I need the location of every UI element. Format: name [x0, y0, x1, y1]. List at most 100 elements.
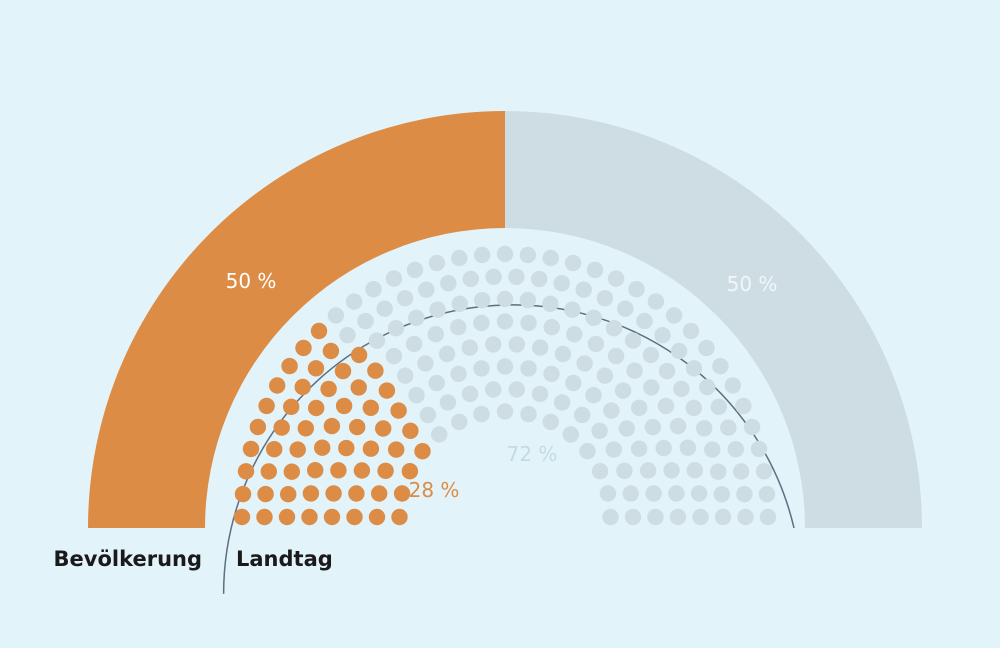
- landtag-seat-rest: [591, 422, 608, 439]
- landtag-seat-rest: [614, 382, 632, 399]
- landtag-seat-rest: [396, 290, 414, 307]
- landtag-seat-highlight: [378, 382, 396, 399]
- landtag-seat-rest: [385, 270, 403, 287]
- landtag-seat-highlight: [266, 441, 283, 458]
- landtag-seat-rest: [710, 463, 727, 480]
- landtag-seat-highlight: [349, 418, 366, 436]
- landtag-seat-rest: [485, 268, 502, 285]
- landtag-seat-rest: [602, 508, 619, 526]
- landtag-seat-highlight: [375, 420, 392, 437]
- landtag-seat-rest: [451, 295, 468, 312]
- landtag-seat-rest: [698, 339, 715, 357]
- landtag-seat-rest: [387, 320, 405, 337]
- landtag-seat-rest: [543, 319, 560, 336]
- landtag-seat-highlight: [350, 379, 367, 396]
- landtag-seat-highlight: [334, 362, 352, 380]
- landtag-seat-rest: [376, 300, 393, 317]
- landtag-seat-highlight: [348, 485, 365, 502]
- landtag-seat-rest: [419, 406, 437, 424]
- landtag-seat-rest: [565, 374, 582, 392]
- landtag-seat-rest: [496, 403, 514, 420]
- landtag-seat-rest: [605, 320, 623, 337]
- landtag-seat-highlight: [294, 378, 311, 396]
- landtag-seat-rest: [508, 381, 525, 398]
- landtag-seat-rest: [603, 402, 620, 419]
- landtag-seat-rest: [658, 362, 676, 380]
- landtag-seat-rest: [520, 360, 537, 377]
- landtag-seat-rest: [451, 249, 468, 267]
- landtag-seat-rest: [564, 254, 582, 272]
- landtag-seat-highlight: [289, 441, 306, 458]
- landtag-seat-rest: [758, 485, 776, 503]
- landtag-seat-highlight: [353, 462, 371, 479]
- landtag-seat-rest: [704, 441, 721, 458]
- landtag-seat-rest: [519, 292, 536, 309]
- landtag-seat-rest: [639, 462, 657, 479]
- landtag-seat-highlight: [362, 399, 379, 416]
- landtag-seat-rest: [669, 508, 687, 526]
- landtag-seat-rest: [485, 336, 502, 353]
- landtag-seat-rest: [451, 413, 468, 431]
- landtag-seat-rest: [579, 443, 596, 460]
- landtag-seat-rest: [406, 261, 424, 279]
- landtag-seat-highlight: [335, 397, 353, 415]
- landtag-seat-rest: [496, 290, 514, 308]
- landtag-seat-rest: [542, 295, 559, 312]
- landtag-seat-highlight: [302, 485, 320, 502]
- landtag-seat-highlight: [388, 441, 405, 458]
- population-rest-segment: [505, 111, 922, 528]
- landtag-seat-rest: [624, 332, 642, 349]
- landtag-seat-rest: [473, 246, 491, 264]
- landtag-seat-rest: [624, 508, 642, 526]
- landtag-seat-highlight: [390, 402, 407, 419]
- landtag-seat-highlight: [414, 443, 431, 460]
- landtag-seat-highlight: [256, 508, 273, 526]
- landtag-seat-highlight: [269, 377, 286, 394]
- landtag-seat-rest: [450, 319, 467, 336]
- landtag-seat-rest: [631, 399, 648, 416]
- landtag-seat-rest: [591, 463, 609, 480]
- landtag-seat-rest: [685, 399, 702, 417]
- landtag-seat-rest: [385, 347, 403, 365]
- landtag-seat-rest: [575, 281, 592, 298]
- landtag-seat-rest: [618, 420, 635, 437]
- landtag-seat-rest: [655, 439, 672, 457]
- landtag-seat-rest: [473, 360, 490, 377]
- landtag-seat-rest: [607, 347, 625, 365]
- landtag-seat-rest: [759, 508, 777, 526]
- landtag-seat-rest: [474, 292, 491, 309]
- landtag-seat-highlight: [301, 508, 318, 526]
- landtag-seat-rest: [605, 441, 622, 458]
- landtag-seat-highlight: [283, 398, 300, 415]
- landtag-seat-highlight: [367, 362, 384, 379]
- landtag-seat-rest: [727, 441, 744, 458]
- landtag-seat-rest: [553, 394, 571, 411]
- landtag-seat-highlight: [233, 508, 251, 526]
- landtag-seat-rest: [622, 485, 639, 502]
- landtag-seat-highlight: [280, 486, 297, 503]
- landtag-seat-rest: [418, 281, 435, 298]
- landtag-seat-highlight: [314, 439, 331, 456]
- population-share-label: 50 %: [226, 269, 277, 293]
- landtag-seat-rest: [755, 463, 773, 480]
- landtag-seat-rest: [508, 268, 525, 285]
- landtag-seat-rest: [735, 397, 752, 415]
- landtag-seat-rest: [554, 345, 572, 363]
- landtag-seat-rest: [543, 365, 560, 383]
- landtag-seat-rest: [532, 339, 549, 356]
- landtag-seat-rest: [531, 385, 549, 403]
- landtag-seat-rest: [496, 245, 514, 263]
- landtag-seat-rest: [439, 394, 457, 411]
- landtag-seat-highlight: [281, 357, 298, 375]
- landtag-seat-rest: [644, 418, 661, 436]
- landtag-seat-rest: [617, 300, 634, 317]
- landtag-seat-highlight: [338, 439, 355, 457]
- landtag-seat-rest: [408, 387, 425, 404]
- landtag-seat-highlight: [260, 463, 277, 480]
- landtag-seat-rest: [585, 387, 602, 404]
- landtag-seat-rest: [737, 508, 754, 526]
- landtag-seat-highlight: [249, 418, 267, 436]
- landtag-seat-rest: [750, 440, 768, 458]
- landtag-seat-rest: [485, 381, 502, 398]
